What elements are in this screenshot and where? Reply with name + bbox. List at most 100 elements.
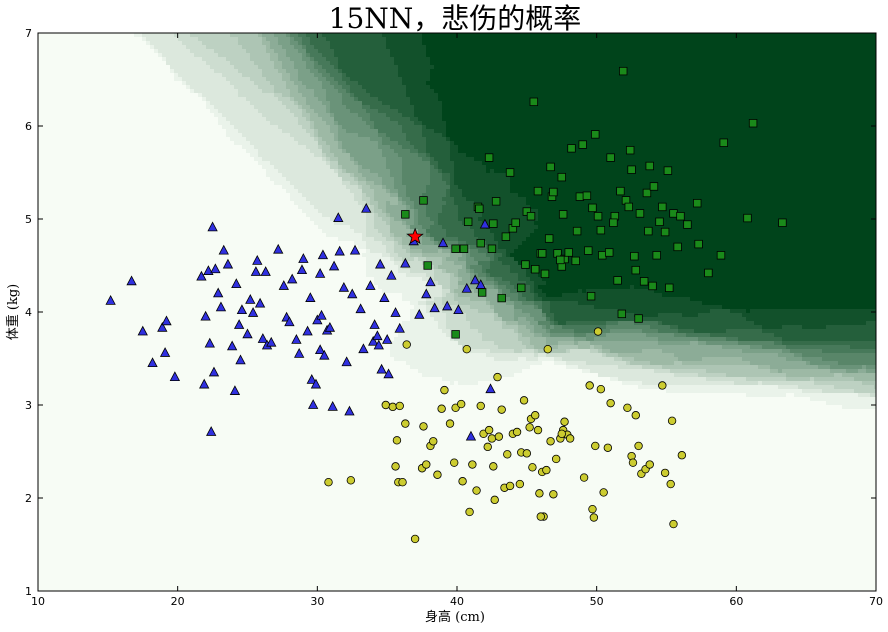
square-point: [490, 220, 498, 228]
square-point: [476, 205, 484, 213]
square-point: [550, 188, 558, 196]
circle-point: [667, 480, 675, 488]
circle-point: [624, 404, 632, 412]
square-point: [618, 310, 626, 318]
circle-point: [531, 411, 539, 419]
circle-point: [520, 397, 528, 405]
circle-point: [516, 480, 524, 488]
circle-point: [488, 435, 496, 443]
circle-point: [646, 461, 654, 469]
circle-point: [566, 435, 574, 443]
square-point: [547, 163, 555, 171]
square-point: [587, 292, 595, 300]
square-point: [478, 289, 486, 297]
square-point: [424, 262, 432, 270]
circle-point: [446, 420, 454, 428]
square-point: [607, 154, 615, 162]
circle-point: [477, 402, 485, 410]
x-tick-label: 30: [310, 595, 324, 608]
circle-point: [632, 411, 640, 419]
circle-point: [561, 418, 569, 426]
circle-point: [392, 463, 400, 471]
y-tick-label: 7: [25, 27, 32, 40]
circle-point: [536, 490, 544, 498]
square-point: [656, 218, 664, 226]
square-point: [717, 251, 725, 259]
square-point: [541, 270, 549, 278]
square-point: [597, 226, 605, 234]
square-point: [594, 212, 602, 220]
square-point: [779, 219, 787, 227]
circle-point: [438, 405, 446, 413]
square-point: [527, 212, 535, 220]
square-point: [664, 167, 672, 175]
square-point: [749, 119, 757, 127]
square-point: [534, 187, 542, 195]
circle-point: [629, 459, 637, 467]
circle-point: [422, 461, 430, 469]
square-point: [670, 210, 678, 218]
circle-point: [399, 478, 407, 486]
square-point: [650, 183, 658, 191]
circle-point: [506, 482, 514, 490]
circle-point: [591, 442, 599, 450]
circle-point: [526, 424, 534, 432]
circle-point: [586, 382, 594, 390]
circle-point: [389, 403, 397, 411]
square-point: [420, 197, 428, 205]
square-point: [628, 166, 636, 174]
square-point: [488, 245, 496, 253]
square-point: [640, 278, 648, 286]
square-point: [653, 251, 661, 259]
circle-point: [450, 459, 458, 467]
circle-point: [558, 430, 566, 438]
y-tick-label: 4: [25, 306, 32, 319]
circle-point: [396, 402, 404, 410]
circle-point: [544, 345, 552, 353]
circle-point: [325, 478, 333, 486]
circle-point: [589, 505, 597, 513]
square-point: [477, 239, 485, 247]
circle-point: [485, 426, 493, 434]
y-tick-label: 5: [25, 213, 32, 226]
circle-point: [463, 345, 471, 353]
circle-point: [490, 463, 498, 471]
square-point: [591, 131, 599, 139]
x-axis-label: 身高 (cm): [425, 609, 485, 625]
x-tick-label: 20: [171, 595, 185, 608]
square-point: [565, 249, 573, 257]
square-point: [617, 187, 625, 195]
circle-point: [457, 400, 465, 408]
square-point: [665, 284, 673, 292]
circle-point: [411, 535, 419, 543]
circle-point: [543, 466, 551, 474]
square-point: [572, 257, 580, 265]
plot-area: [38, 33, 879, 594]
square-point: [674, 243, 682, 251]
square-point: [614, 277, 622, 285]
circle-point: [580, 474, 588, 482]
circle-point: [534, 426, 542, 434]
square-point: [625, 203, 633, 211]
square-point: [584, 247, 592, 255]
square-point: [610, 219, 618, 227]
x-tick-label: 60: [729, 595, 743, 608]
x-tick-label: 40: [450, 595, 464, 608]
circle-point: [429, 437, 437, 445]
square-point: [589, 204, 597, 212]
circle-point: [661, 469, 669, 477]
circle-point: [484, 443, 492, 451]
chart-title: 15NN，悲伤的概率: [329, 2, 582, 35]
square-point: [619, 67, 627, 75]
y-tick-label: 1: [25, 585, 32, 598]
square-point: [661, 228, 669, 236]
square-point: [506, 169, 514, 177]
square-point: [558, 173, 566, 181]
square-point: [646, 162, 654, 170]
y-tick-label: 6: [25, 120, 32, 133]
circle-point: [594, 328, 602, 336]
square-point: [579, 141, 587, 149]
square-point: [684, 221, 692, 229]
circle-point: [420, 423, 428, 431]
circle-point: [513, 428, 521, 436]
